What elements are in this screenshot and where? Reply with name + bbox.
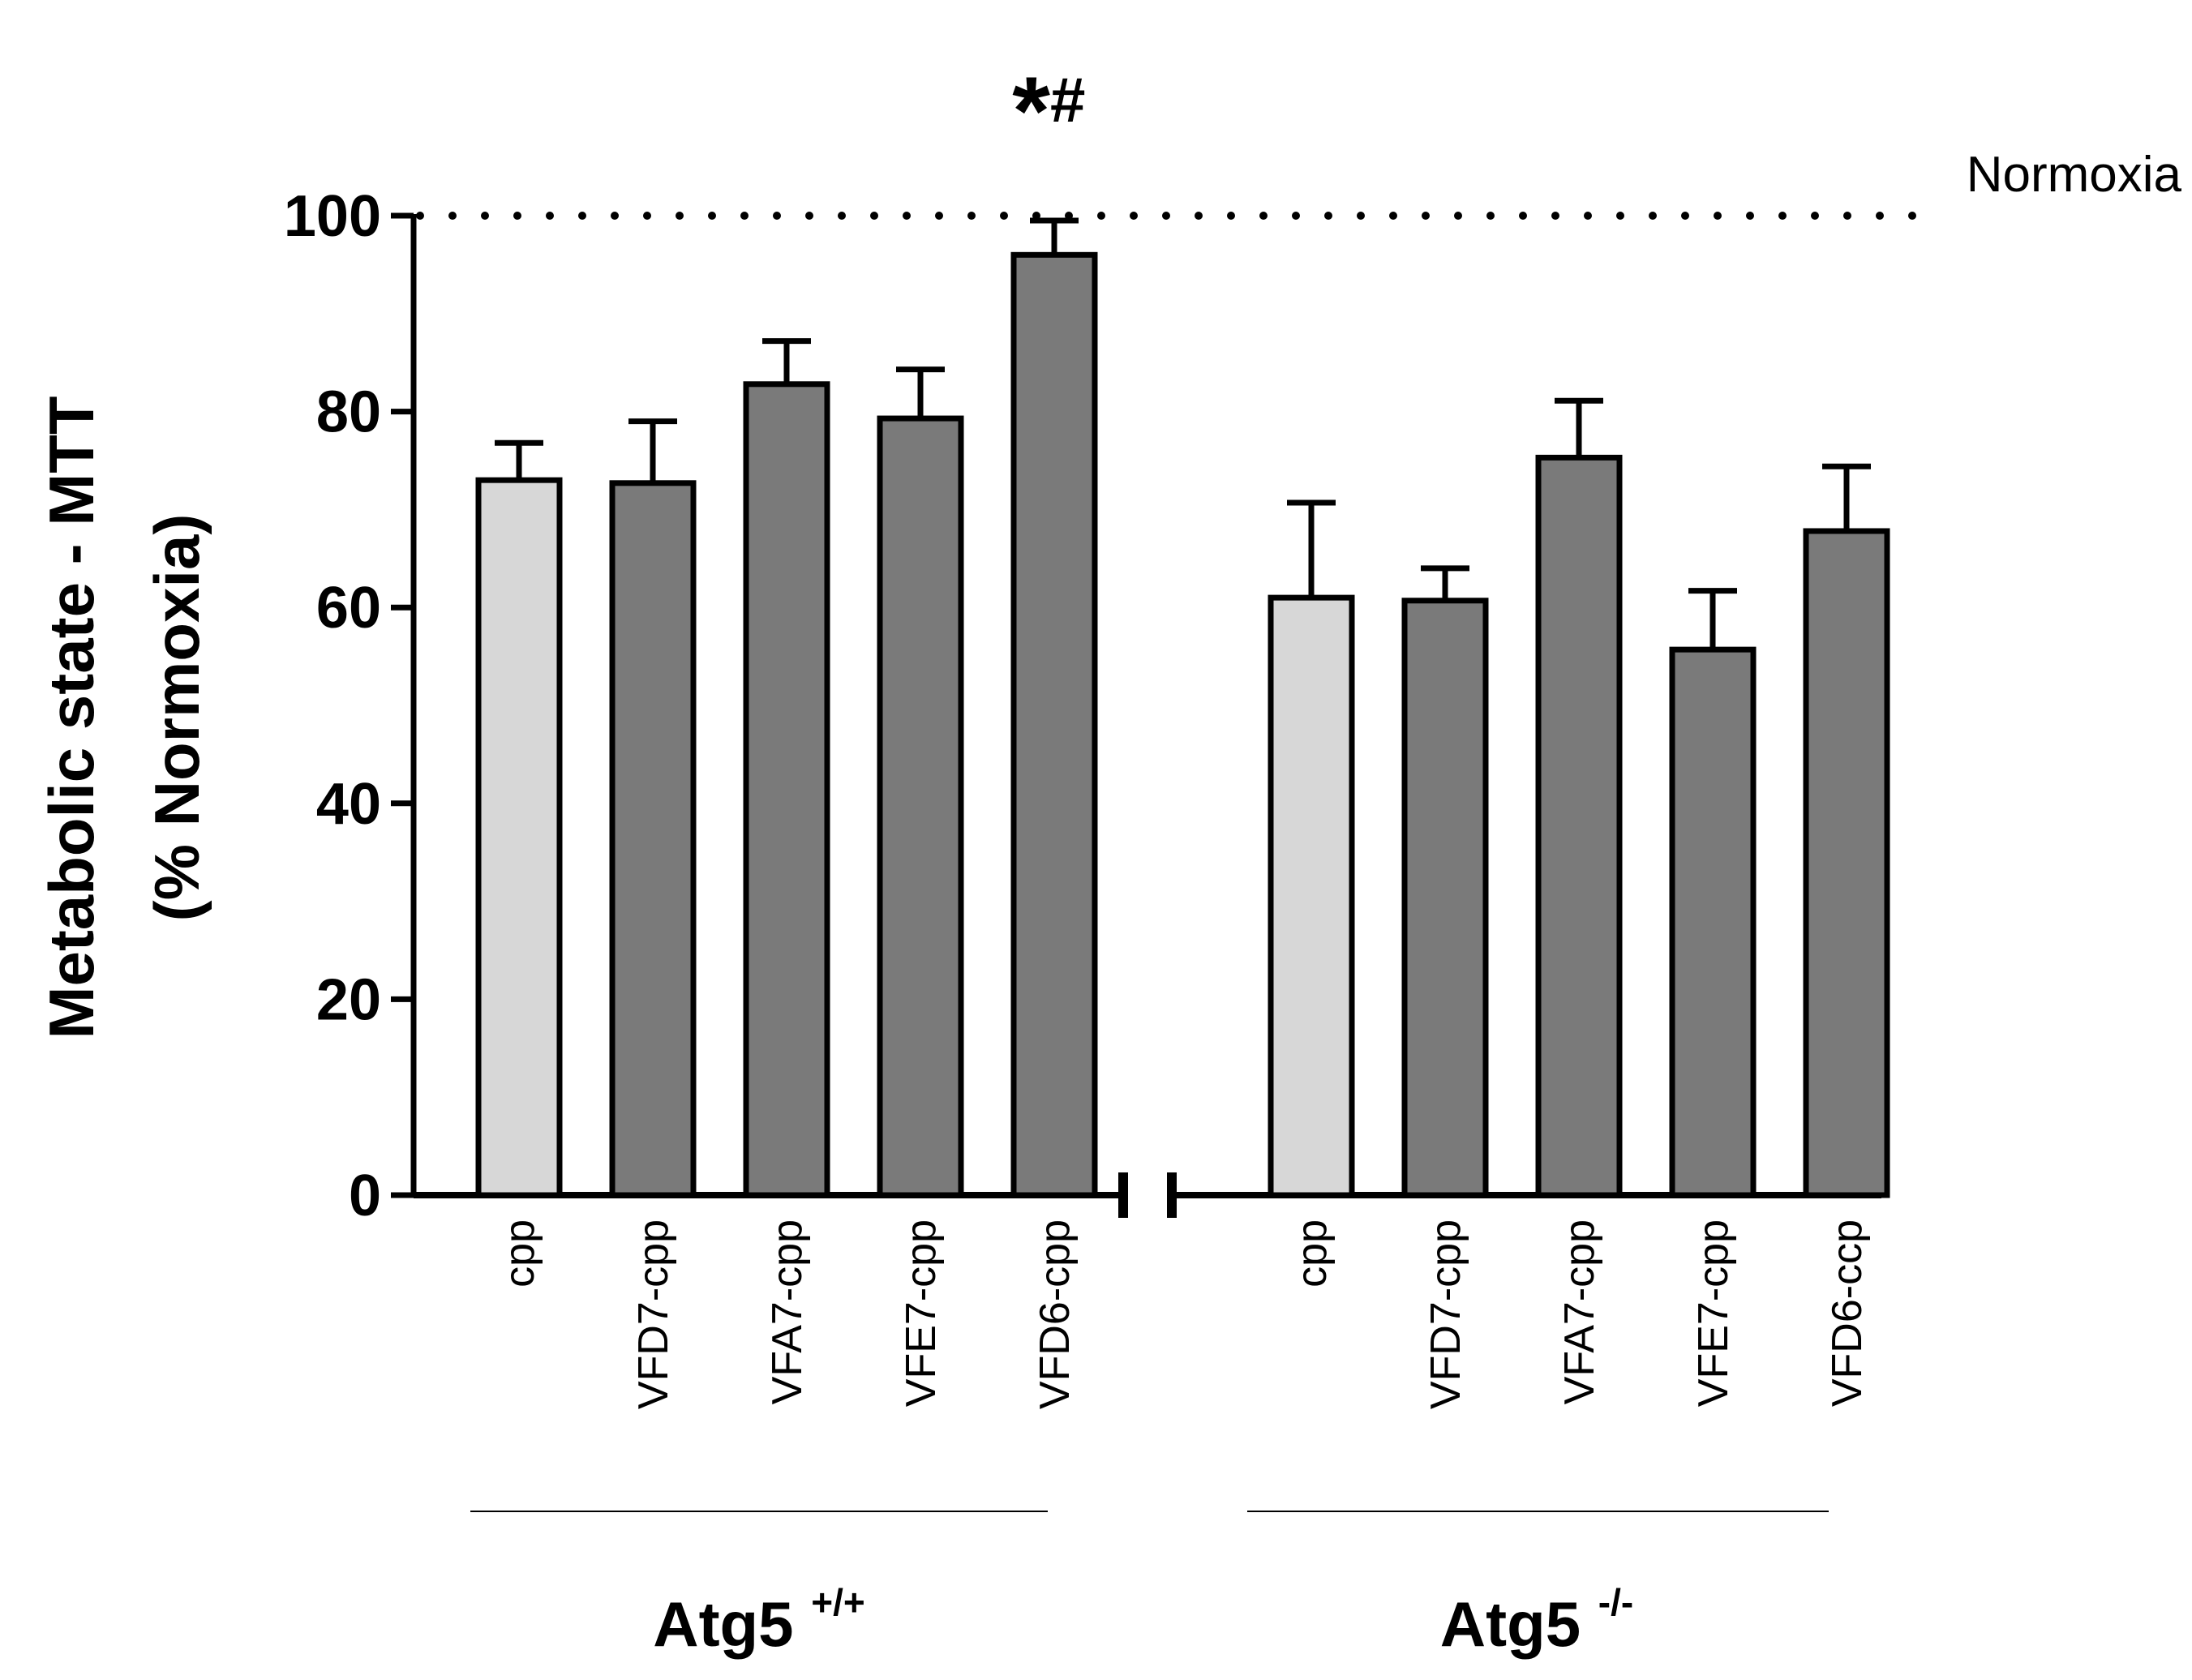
bar xyxy=(1803,528,1890,1198)
category-label: VFE7-cpp xyxy=(1690,1219,1737,1407)
category-label: VFA7-cpp xyxy=(764,1219,811,1404)
category-label: VFD7-cpp xyxy=(630,1219,677,1409)
reference-line-label: Normoxia xyxy=(1967,147,2182,203)
category-label: VFD6-cpp xyxy=(1032,1219,1079,1409)
y-axis-label-line2: (% Normoxia) xyxy=(141,514,212,922)
group-label: Atg5 +/+ xyxy=(653,1581,865,1660)
significance-hash: # xyxy=(1050,64,1085,135)
group-label: Atg5 -/- xyxy=(1440,1581,1633,1660)
category-label: VFE7-cpp xyxy=(898,1219,945,1407)
bar xyxy=(743,381,830,1198)
bar xyxy=(1669,646,1757,1198)
y-tick-label: 0 xyxy=(349,1164,381,1228)
bar xyxy=(1268,594,1355,1198)
y-tick-label: 60 xyxy=(316,576,381,641)
category-label: cpp xyxy=(1289,1219,1336,1288)
bar xyxy=(1010,251,1098,1198)
bar xyxy=(609,480,697,1198)
bar xyxy=(1535,454,1623,1198)
y-axis-label-line1: Metabolic state - MTT xyxy=(36,396,107,1039)
y-tick-label: 100 xyxy=(284,184,381,249)
significance-star: * xyxy=(1012,57,1050,165)
y-tick-label: 20 xyxy=(316,967,381,1032)
bar xyxy=(1401,598,1489,1198)
category-label: VFA7-cpp xyxy=(1556,1219,1603,1404)
category-label: cpp xyxy=(496,1219,543,1288)
bar xyxy=(475,477,563,1198)
category-label: VFD7-cpp xyxy=(1422,1219,1469,1409)
category-label: VFD6-ccp xyxy=(1824,1219,1871,1407)
bar xyxy=(877,415,964,1198)
y-tick-label: 80 xyxy=(316,380,381,445)
y-tick-label: 40 xyxy=(316,772,381,837)
